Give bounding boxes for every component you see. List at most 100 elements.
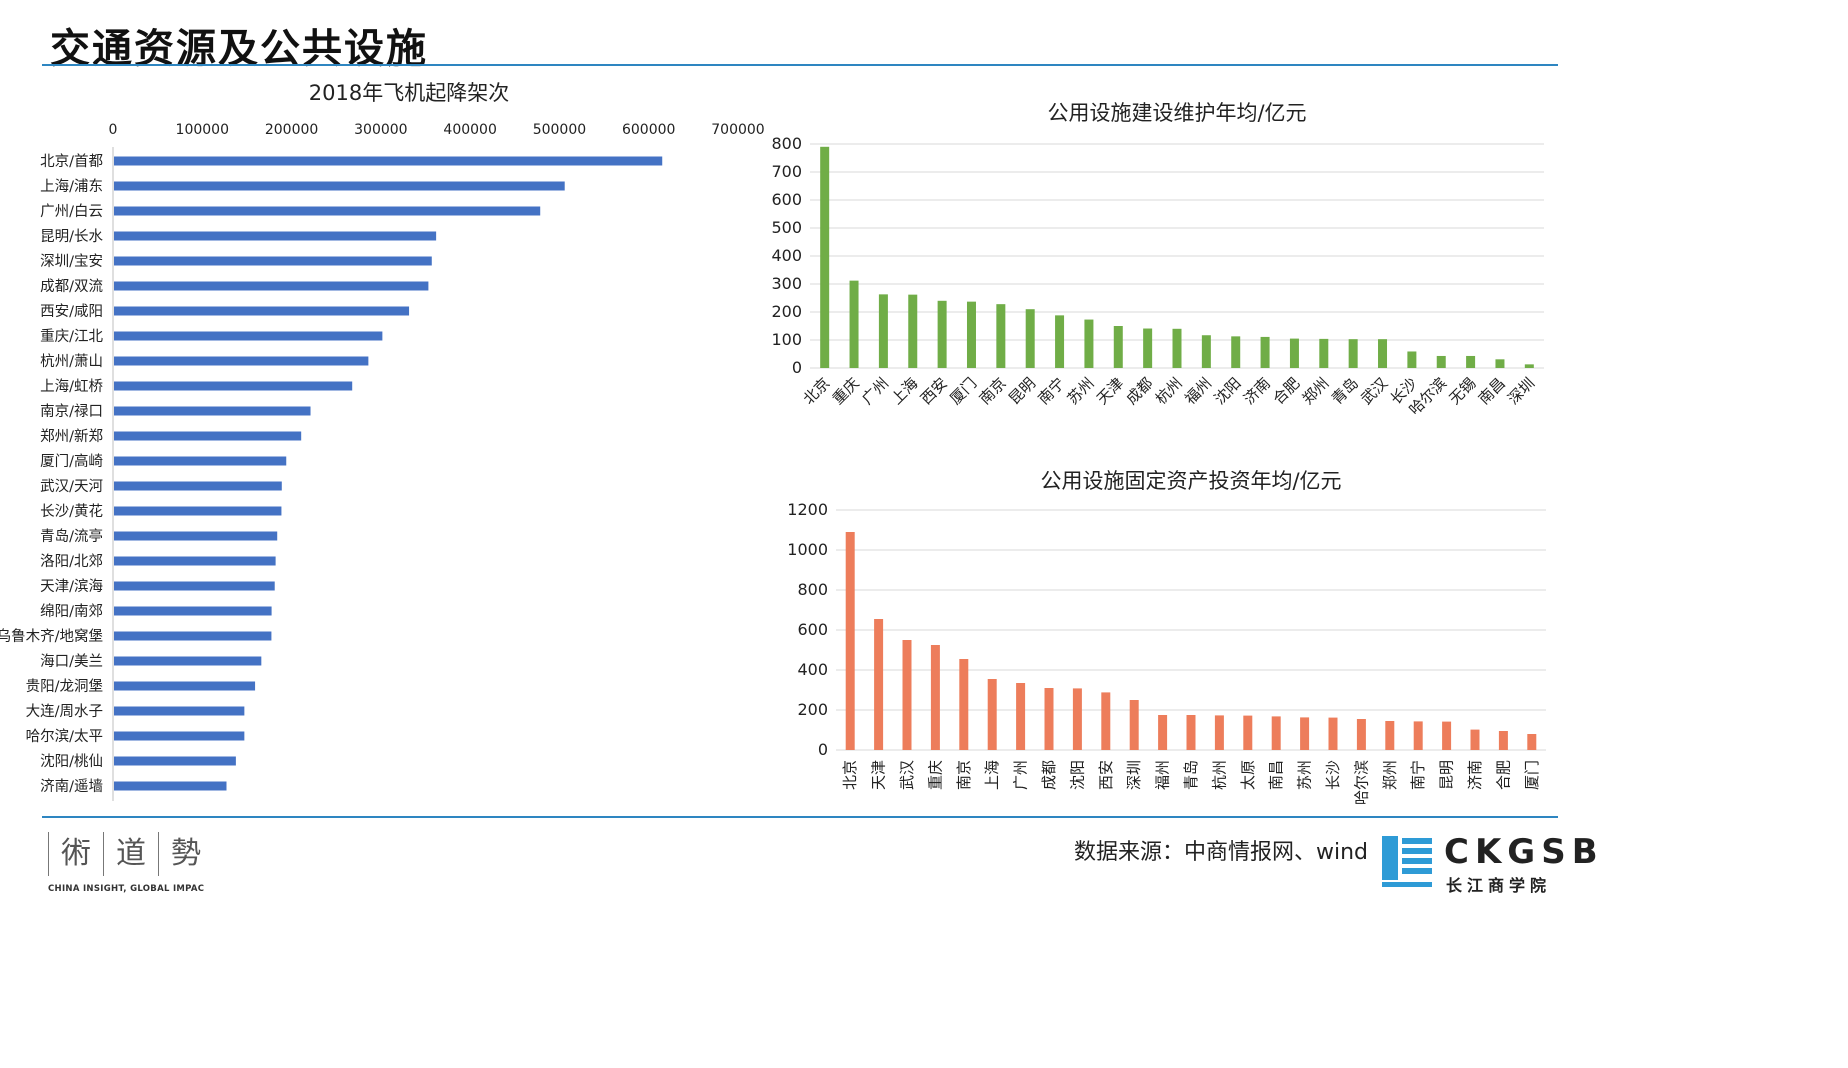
x-tick-label: 0: [109, 122, 118, 138]
x-tick-label: 天津: [1093, 374, 1127, 408]
bar: [114, 231, 437, 241]
bar: [114, 281, 429, 291]
x-tick-label: 南京: [976, 374, 1010, 408]
y-tick-label: 贵阳/龙洞堡: [26, 678, 103, 695]
chart-title: 2018年飞机起降架次: [309, 81, 509, 105]
x-tick-label: 昆明: [1005, 374, 1039, 408]
x-tick-label: 青岛: [1328, 374, 1362, 408]
logo-tagline: CHINA INSIGHT, GLOBAL IMPAC: [48, 884, 205, 894]
bar: [114, 656, 262, 666]
bar: [1413, 721, 1423, 750]
x-tick-label: 济南: [1466, 760, 1484, 790]
y-tick-label: 绵阳/南郊: [40, 603, 103, 620]
bar: [966, 301, 976, 368]
x-tick-label: 深圳: [1125, 760, 1143, 790]
bar: [987, 679, 997, 750]
y-tick-label: 300: [771, 274, 802, 293]
y-tick-label: 洛阳/北郊: [40, 553, 103, 570]
x-tick-label: 南宁: [1034, 374, 1068, 408]
bar: [114, 606, 272, 616]
bar: [878, 294, 888, 368]
bar: [1025, 309, 1035, 368]
x-tick-label: 杭州: [1152, 374, 1186, 408]
y-tick-label: 深圳/宝安: [40, 253, 103, 270]
bar: [1143, 328, 1153, 368]
y-tick-label: 800: [797, 580, 828, 599]
bar: [1527, 734, 1537, 750]
bar: [114, 781, 227, 791]
bar: [1072, 688, 1082, 750]
y-tick-label: 200: [797, 700, 828, 719]
x-tick-label: 重庆: [829, 374, 863, 408]
x-tick-label: 厦门: [1523, 760, 1541, 790]
bar: [114, 556, 276, 566]
bar: [1319, 338, 1329, 368]
y-tick-label: 杭州/萧山: [40, 353, 103, 370]
maintenance-chart: 公用设施建设维护年均/亿元 0 100 200 300 400 500 600 700 800 北京…: [771, 101, 1544, 419]
bar: [114, 731, 245, 741]
y-tick-label: 上海/虹桥: [40, 378, 103, 395]
x-tick-label: 北京: [800, 374, 834, 408]
bar: [1442, 721, 1452, 750]
x-tick-label: 北京: [841, 760, 859, 790]
y-tick-label: 0: [792, 358, 802, 377]
x-tick-label: 300000: [354, 122, 407, 138]
bar: [908, 294, 918, 368]
y-tick-label: 西安/咸阳: [40, 303, 103, 320]
x-tick-label: 成都: [1123, 374, 1157, 408]
x-tick-label: 无锡: [1445, 374, 1479, 408]
x-tick-label: 深圳: [1504, 374, 1538, 408]
x-tick-label: 西安: [1097, 760, 1115, 790]
y-tick-label: 武汉/天河: [40, 478, 103, 495]
bar: [1407, 351, 1417, 368]
header-divider: [42, 64, 1558, 66]
bar: [1084, 319, 1094, 368]
x-tick-label: 福州: [1181, 374, 1215, 408]
y-tick-label: 1000: [787, 540, 828, 559]
bar: [1498, 731, 1508, 750]
y-tick-label: 400: [771, 246, 802, 265]
logo-char-2: 道: [103, 832, 158, 876]
y-tick-label: 800: [771, 134, 802, 153]
x-tick-label: 天津: [870, 760, 888, 790]
y-tick-label: 上海/浦东: [40, 178, 103, 195]
ckgsb-subtitle: 长江商学院: [1446, 876, 1552, 895]
bar: [114, 706, 245, 716]
data-source-note: 数据来源：中商情报网、wind: [1074, 840, 1369, 865]
bar: [114, 431, 302, 441]
investment-chart: 公用设施固定资产投资年均/亿元 0 200 400 600 800 1000 1200 北京 天津…: [787, 469, 1546, 805]
bar: [114, 181, 565, 191]
y-tick-label: 600: [797, 620, 828, 639]
y-tick-label: 郑州/新郑: [40, 428, 103, 445]
bar: [114, 381, 353, 391]
y-tick-label: 海口/美兰: [40, 653, 103, 670]
y-tick-label: 重庆/江北: [40, 328, 103, 345]
chart-title: 公用设施建设维护年均/亿元: [1047, 101, 1306, 125]
x-tick-label: 长沙: [1324, 760, 1342, 790]
x-tick-label: 重庆: [926, 760, 944, 790]
x-tick-label: 100000: [176, 122, 229, 138]
x-tick-label: 南京: [955, 760, 973, 790]
x-tick-label: 杭州: [1210, 760, 1228, 790]
x-tick-label: 郑州: [1381, 760, 1399, 790]
y-tick-label: 南京/禄口: [40, 403, 103, 420]
bar: [114, 481, 282, 491]
y-tick-label: 0: [818, 740, 828, 759]
bar: [1466, 355, 1476, 368]
ckgsb-mark-icon: [1380, 834, 1436, 890]
bar: [1214, 715, 1224, 750]
x-tick-label: 600000: [622, 122, 675, 138]
bar: [1231, 336, 1241, 368]
bar: [114, 406, 311, 416]
y-tick-label: 100: [771, 330, 802, 349]
bar: [1328, 717, 1338, 750]
x-tick-label: 成都: [1040, 760, 1058, 790]
y-tick-label: 600: [771, 190, 802, 209]
bar: [114, 631, 272, 641]
y-tick-label: 沈阳/桃仙: [40, 753, 103, 770]
bar: [1470, 729, 1480, 750]
bar: [1348, 339, 1358, 368]
bar: [1186, 715, 1196, 750]
flights-chart: 2018年飞机起降架次 0 100000 200000 300000 400000 5000…: [0, 81, 765, 801]
bar: [1271, 716, 1281, 750]
